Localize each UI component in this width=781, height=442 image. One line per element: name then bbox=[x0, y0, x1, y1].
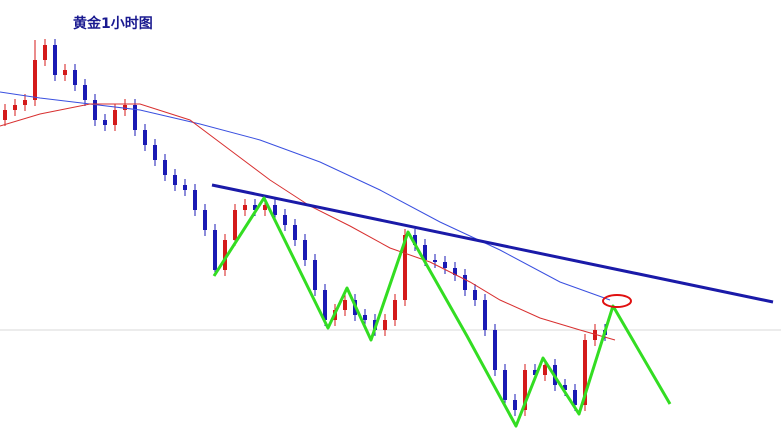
candle-body bbox=[223, 240, 227, 270]
candle-body bbox=[203, 210, 207, 230]
candle-body bbox=[473, 290, 477, 300]
candle-body bbox=[493, 330, 497, 370]
candle-body bbox=[183, 185, 187, 190]
candle-body bbox=[503, 370, 507, 400]
candle-body bbox=[293, 225, 297, 240]
candle-body bbox=[3, 110, 7, 120]
candle-body bbox=[53, 45, 57, 75]
candle-body bbox=[193, 190, 197, 210]
candle-body bbox=[33, 60, 37, 100]
candle-body bbox=[543, 365, 547, 375]
candle-body bbox=[243, 205, 247, 210]
candle-body bbox=[383, 320, 387, 330]
candle-body bbox=[563, 385, 567, 390]
candle-body bbox=[523, 370, 527, 410]
candle-body bbox=[483, 300, 487, 330]
candle-body bbox=[463, 275, 467, 290]
candle-body bbox=[253, 205, 257, 210]
candle-body bbox=[413, 235, 417, 245]
candle-body bbox=[533, 370, 537, 375]
candle-body bbox=[343, 300, 347, 310]
candle-body bbox=[263, 205, 267, 210]
candle-body bbox=[403, 235, 407, 300]
candle-body bbox=[423, 245, 427, 260]
candle-body bbox=[23, 100, 27, 105]
candle-body bbox=[103, 120, 107, 125]
candle-body bbox=[513, 400, 517, 410]
trend-line bbox=[211, 183, 774, 304]
candle-body bbox=[173, 175, 177, 185]
candle-body bbox=[233, 210, 237, 240]
candle-body bbox=[573, 390, 577, 405]
candle-body bbox=[153, 145, 157, 160]
candle-body bbox=[393, 300, 397, 320]
highlight-ellipse bbox=[602, 294, 632, 308]
candle-body bbox=[93, 100, 97, 120]
candle-body bbox=[593, 330, 597, 340]
candle-body bbox=[143, 130, 147, 145]
candle-body bbox=[43, 45, 47, 60]
candle-body bbox=[443, 262, 447, 268]
candle-body bbox=[213, 230, 217, 270]
candle-body bbox=[283, 215, 287, 225]
chart-title: 黄金1小时图 bbox=[73, 15, 153, 32]
ma-blue bbox=[0, 91, 611, 301]
candle-body bbox=[273, 205, 277, 215]
candle-body bbox=[13, 105, 17, 110]
candle-body bbox=[73, 70, 77, 85]
candle-body bbox=[303, 240, 307, 260]
ma-red bbox=[0, 103, 616, 341]
candle-body bbox=[313, 260, 317, 290]
candle-body bbox=[163, 160, 167, 175]
wave-path bbox=[212, 196, 672, 428]
candle-body bbox=[323, 290, 327, 320]
candles bbox=[3, 39, 607, 416]
candle-body bbox=[113, 110, 117, 125]
candle-body bbox=[133, 105, 137, 130]
candle-body bbox=[433, 260, 437, 262]
candle-body bbox=[363, 315, 367, 320]
candle-body bbox=[83, 85, 87, 100]
candle-body bbox=[583, 340, 587, 405]
candle-body bbox=[453, 268, 457, 275]
candle-body bbox=[123, 105, 127, 110]
candle-body bbox=[63, 70, 67, 75]
